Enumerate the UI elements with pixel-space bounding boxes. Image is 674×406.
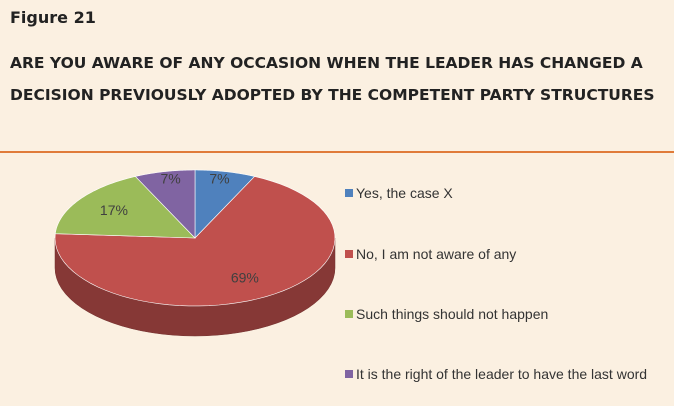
figure-label: Figure 21 (10, 8, 96, 27)
pie-slice (54, 176, 336, 307)
legend-label: It is the right of the leader to have th… (356, 366, 648, 382)
pie-slice (134, 169, 196, 239)
legend-entry: Such things should not happen (345, 305, 670, 323)
legend-swatch (345, 310, 353, 318)
legend-label: No, I am not aware of any (356, 246, 517, 262)
divider (0, 151, 674, 153)
pie-slice (194, 169, 256, 239)
data-label: 7% (209, 171, 229, 187)
data-label: 69% (231, 270, 259, 286)
legend-entry: Yes, the case X (345, 184, 670, 202)
legend-entry: It is the right of the leader to have th… (345, 365, 670, 383)
legend-swatch (345, 370, 353, 378)
data-label: 7% (160, 171, 180, 187)
chart-title: DECISION PREVIOUSLY ADOPTED BY THE COMPE… (10, 86, 655, 104)
legend-swatch (345, 189, 353, 197)
chart-title: ARE YOU AWARE OF ANY OCCASION WHEN THE L… (10, 54, 643, 72)
legend-label: Yes, the case X (356, 185, 453, 201)
pie-slice (54, 176, 196, 239)
legend-entry: No, I am not aware of any (345, 245, 670, 263)
data-label: 17% (100, 202, 128, 218)
legend-label: Such things should not happen (356, 306, 549, 322)
legend-swatch (345, 250, 353, 258)
